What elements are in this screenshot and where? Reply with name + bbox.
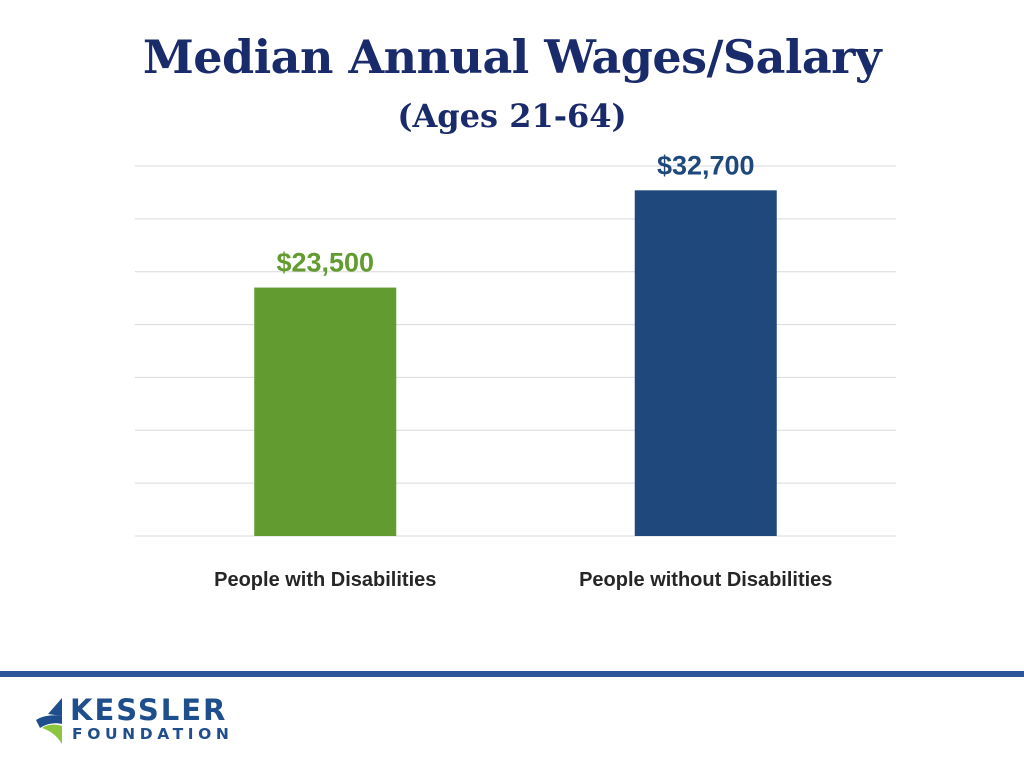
logo-name: KESSLER [70, 693, 228, 727]
gridlines [135, 165, 896, 537]
logo-subname: FOUNDATION [72, 725, 234, 743]
footer-divider [0, 671, 1024, 677]
logo-emblem-icon [36, 698, 62, 744]
bars [254, 190, 777, 537]
kessler-foundation-logo: KESSLER FOUNDATION [32, 694, 232, 746]
data-labels: $23,500 $32,700 [276, 150, 754, 277]
chart-subtitle: (Ages 21-64) [397, 97, 627, 135]
category-label: People without Disabilities [579, 569, 832, 591]
category-label: People with Disabilities [214, 569, 436, 591]
bar-1 [254, 287, 397, 536]
value-label: $32,700 [657, 150, 755, 180]
chart-title: Median Annual Wages/Salary [142, 30, 882, 84]
bar-2 [634, 190, 777, 537]
value-label: $23,500 [276, 248, 374, 278]
category-labels: People with Disabilities People without D… [214, 569, 832, 591]
bar-chart: $23,500$32,700 People with Disabilities P… [135, 150, 896, 591]
